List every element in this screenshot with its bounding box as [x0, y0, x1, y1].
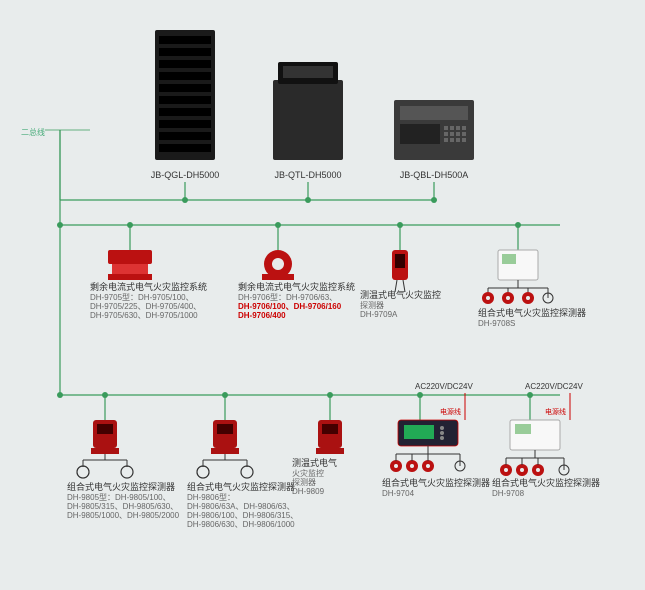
text-label: 组合式电气火灾监控探测器: [187, 481, 295, 492]
text-label: DH-9806/630、DH-9806/1000: [187, 520, 295, 529]
text-label: DH-9706/400: [238, 311, 286, 320]
text-label: 火灾监控: [292, 468, 324, 478]
top-device: JB-QGL-DH5000: [151, 30, 220, 180]
text-label: DH-9805/1000、DH-9805/2000: [67, 511, 180, 520]
text-label: 测温式电气火灾监控: [360, 289, 441, 300]
text-label: AC220V/DC24V: [525, 382, 583, 391]
text-label: DH-9705/630、DH-9705/1000: [90, 311, 198, 320]
text-label: 探测器: [292, 477, 316, 487]
text-label: DH-9805型：DH-9805/100、: [67, 493, 171, 502]
text-label: DH-9708S: [478, 319, 515, 328]
text-label: 探测器: [360, 300, 384, 310]
text-label: 组合式电气火灾监控探测器: [492, 477, 600, 488]
text-label: 剩余电流式电气火灾监控系统: [238, 281, 355, 292]
text-label: DH-9706/100、DH-9706/160: [238, 302, 342, 311]
text-label: DH-9705/225、DH-9705/400、: [90, 302, 201, 311]
text-label: DH-9709A: [360, 310, 398, 319]
text-label: DH-9704: [382, 489, 415, 498]
text-label: JB-QBL-DH500A: [400, 170, 469, 180]
text-label: 二总线: [21, 127, 45, 137]
text-label: DH-9705型：DH-9705/100、: [90, 293, 194, 302]
text-label: DH-9806/63A、DH-9806/63、: [187, 502, 295, 511]
text-label: DH-9809: [292, 487, 325, 496]
text-label: 电源线: [545, 407, 566, 416]
text-label: JB-QTL-DH5000: [274, 170, 341, 180]
text-label: DH-9708: [492, 489, 525, 498]
text-label: JB-QGL-DH5000: [151, 170, 220, 180]
text-label: DH-9805/315、DH-9805/630、: [67, 502, 178, 511]
text-label: 电源线: [440, 407, 461, 416]
diagram-root: JB-QGL-DH5000 JB-QTL-DH5000 JB-QBL-DH500A 二…: [0, 0, 645, 590]
text-label: 剩余电流式电气火灾监控系统: [90, 281, 207, 292]
text-label: 组合式电气火灾监控探测器: [478, 307, 586, 318]
text-label: 组合式电气火灾监控探测器: [382, 477, 490, 488]
text-label: 测温式电气: [292, 457, 337, 468]
text-label: DH-9706型：DH-9706/63、: [238, 293, 337, 302]
text-label: DH-9806/100、DH-9806/315、: [187, 511, 298, 520]
text-label: 组合式电气火灾监控探测器: [67, 481, 175, 492]
text-label: DH-9806型：: [187, 493, 235, 502]
text-label: AC220V/DC24V: [415, 382, 473, 391]
